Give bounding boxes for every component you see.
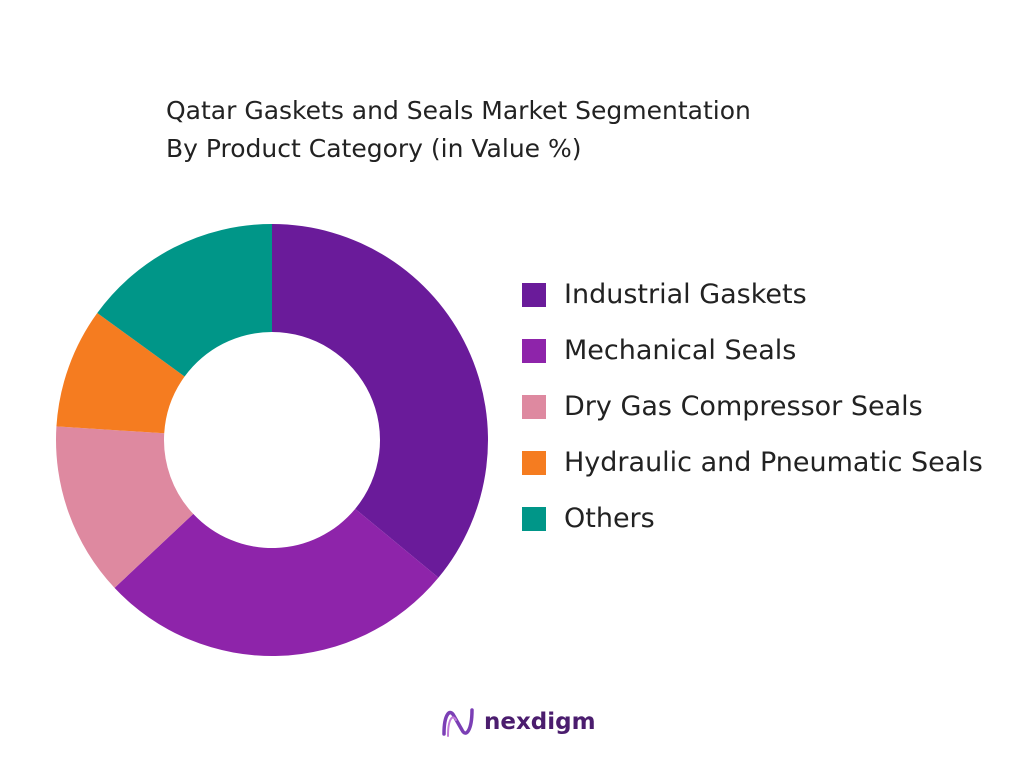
chart-title: Qatar Gaskets and Seals Market Segmentat… xyxy=(166,92,751,168)
donut-slice xyxy=(56,426,194,588)
donut-slice xyxy=(97,224,273,377)
legend: Industrial Gaskets Mechanical Seals Dry Ga… xyxy=(522,275,984,555)
title-line: By Product Category (in Value %) xyxy=(166,134,582,163)
donut-slice xyxy=(56,313,185,434)
legend-swatch xyxy=(522,283,546,307)
legend-item: Mechanical Seals xyxy=(522,331,984,371)
legend-swatch xyxy=(522,507,546,531)
legend-item: Dry Gas Compressor Seals xyxy=(522,387,984,427)
brand-name: nexdigm xyxy=(484,709,596,735)
brand-logo: nexdigm xyxy=(440,704,596,740)
logo-icon xyxy=(442,708,474,737)
legend-item: Hydraulic and Pneumatic Seals xyxy=(522,443,984,483)
donut-chart xyxy=(56,224,489,657)
legend-swatch xyxy=(522,339,546,363)
legend-label: Hydraulic and Pneumatic Seals xyxy=(564,447,983,478)
legend-label: Industrial Gaskets xyxy=(564,279,807,310)
title-line: Qatar Gaskets and Seals Market Segmentat… xyxy=(166,96,751,125)
donut-slice xyxy=(114,508,439,657)
legend-swatch xyxy=(522,451,546,475)
legend-item: Industrial Gaskets xyxy=(522,275,984,315)
legend-item: Others xyxy=(522,499,984,539)
legend-label: Others xyxy=(564,503,655,534)
legend-label: Dry Gas Compressor Seals xyxy=(564,391,923,422)
donut-slice xyxy=(272,224,489,578)
legend-swatch xyxy=(522,395,546,419)
legend-label: Mechanical Seals xyxy=(564,335,797,366)
